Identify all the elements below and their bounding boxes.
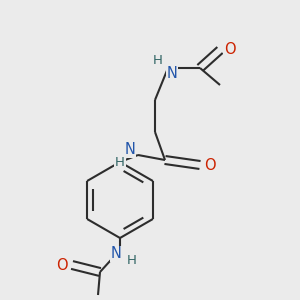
- Text: N: N: [124, 142, 135, 158]
- Text: N: N: [111, 247, 122, 262]
- Text: H: H: [115, 157, 125, 169]
- Text: O: O: [224, 43, 236, 58]
- Text: H: H: [127, 254, 137, 266]
- Text: O: O: [204, 158, 216, 172]
- Text: O: O: [56, 257, 68, 272]
- Text: N: N: [167, 67, 177, 82]
- Text: H: H: [153, 53, 163, 67]
